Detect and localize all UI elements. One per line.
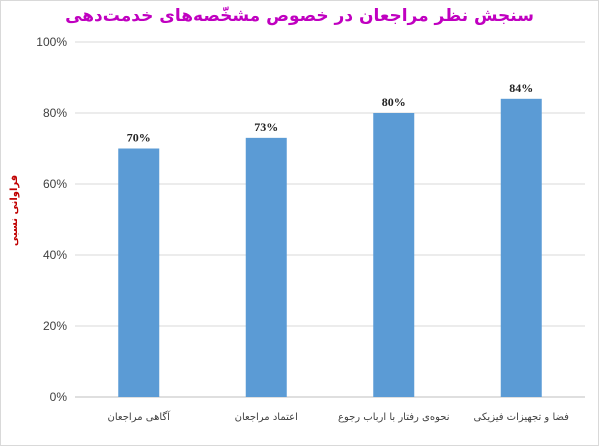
category-labels: آگاهی مراجعان اعتماد مراجعان نحوه‌ی رفتار …: [108, 410, 570, 423]
y-tick-label: 80%: [43, 106, 67, 120]
chart-title: سنجش نظر مراجعان در خصوص مشخّصه‌های خدمت…: [65, 6, 534, 26]
data-label: 80%: [382, 95, 406, 109]
bar: [245, 137, 287, 397]
data-label: 73%: [254, 120, 278, 134]
data-label: 84%: [509, 81, 533, 95]
y-tick-label: 100%: [36, 35, 67, 49]
data-label: 70%: [127, 131, 151, 145]
data-labels: 70% 73% 80% 84%: [127, 81, 534, 145]
y-tick-label: 0%: [50, 390, 68, 404]
y-axis-ticks: 0% 20% 40% 60% 80% 100%: [36, 35, 67, 404]
gridlines: [75, 41, 585, 398]
y-tick-label: 20%: [43, 319, 67, 333]
x-tick-label: فضا و تجهیزات فیزیکی: [474, 412, 570, 423]
x-tick-label: آگاهی مراجعان: [108, 410, 172, 423]
x-tick-label: نحوه‌ی رفتار با ارباب رجوع: [338, 412, 450, 423]
bars: [118, 98, 542, 398]
bar: [118, 148, 160, 397]
y-tick-label: 40%: [43, 248, 67, 262]
bar: [500, 98, 542, 398]
y-tick-label: 60%: [43, 177, 67, 191]
bar: [373, 113, 415, 397]
x-tick-label: اعتماد مراجعان: [235, 412, 298, 423]
